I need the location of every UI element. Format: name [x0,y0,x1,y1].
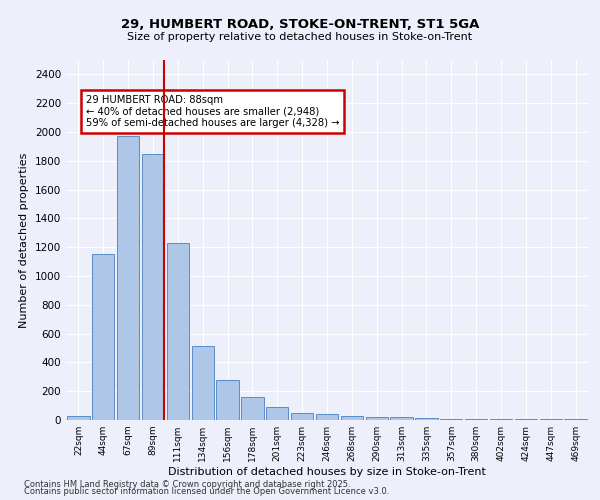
Bar [440,419,463,420]
Bar [67,416,89,420]
Bar [167,243,189,420]
Bar [465,419,487,420]
Bar [117,136,139,420]
Text: Size of property relative to detached houses in Stoke-on-Trent: Size of property relative to detached ho… [127,32,473,42]
Bar [291,413,313,420]
Bar [365,417,388,420]
Text: Contains public sector information licensed under the Open Government Licence v3: Contains public sector information licen… [24,487,389,496]
Y-axis label: Number of detached properties: Number of detached properties [19,152,29,328]
Bar [341,416,363,420]
Text: 29, HUMBERT ROAD, STOKE-ON-TRENT, ST1 5GA: 29, HUMBERT ROAD, STOKE-ON-TRENT, ST1 5G… [121,18,479,30]
Text: Contains HM Land Registry data © Crown copyright and database right 2025.: Contains HM Land Registry data © Crown c… [24,480,350,489]
Bar [142,154,164,420]
X-axis label: Distribution of detached houses by size in Stoke-on-Trent: Distribution of detached houses by size … [168,467,486,477]
Bar [415,418,437,420]
Bar [191,346,214,420]
Bar [92,254,115,420]
Bar [266,407,289,420]
Bar [217,380,239,420]
Text: 29 HUMBERT ROAD: 88sqm
← 40% of detached houses are smaller (2,948)
59% of semi-: 29 HUMBERT ROAD: 88sqm ← 40% of detached… [86,94,340,128]
Bar [241,397,263,420]
Bar [391,417,413,420]
Bar [316,414,338,420]
